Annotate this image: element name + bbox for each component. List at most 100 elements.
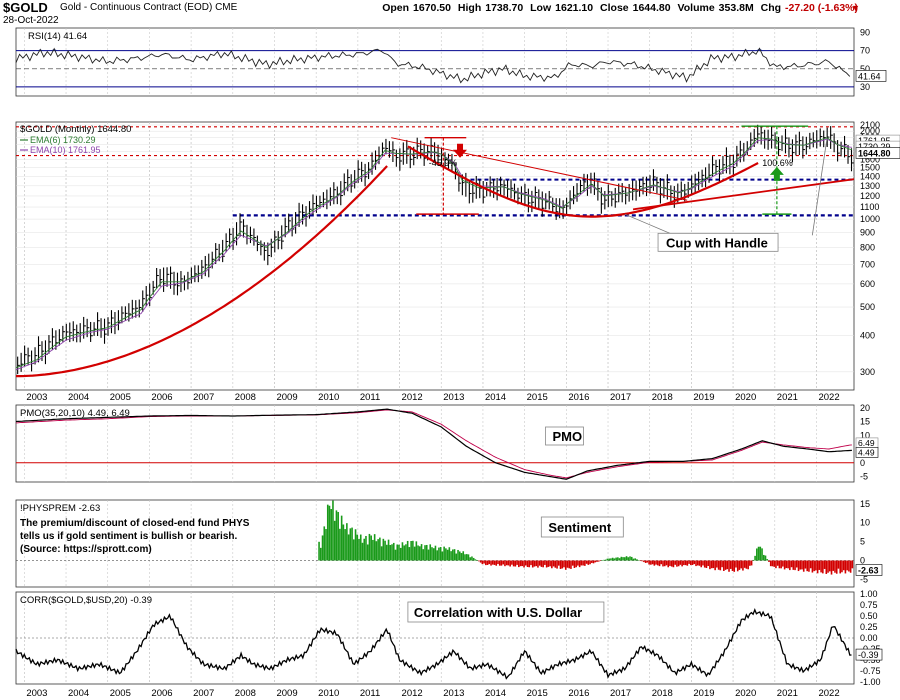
sentiment-bar (391, 544, 393, 561)
sentiment-bar (681, 560, 683, 567)
sentiment-bar (617, 557, 619, 561)
sentiment-bar (804, 560, 807, 569)
open-value: 1670.50 (413, 2, 451, 14)
sentiment-bar (669, 560, 671, 566)
sentiment-bar (568, 560, 571, 569)
pmo-value-box (855, 447, 879, 458)
year-tick-label: 2020 (735, 688, 756, 699)
sentiment-bar (432, 548, 435, 561)
year-tick-label: 2018 (652, 392, 673, 403)
ohlc-readout: Open 1670.50 High 1738.70 Low 1621.10 Close… (378, 2, 858, 14)
sentiment-bar (719, 560, 722, 571)
sentiment-bar (439, 547, 442, 561)
year-tick-label: 2004 (68, 688, 89, 699)
chart-date: 28-Oct-2022 (3, 15, 59, 26)
open-label: Open (382, 2, 410, 14)
sentiment-bar (578, 560, 581, 568)
sentiment-bar (448, 547, 451, 561)
sentiment-bar (472, 557, 475, 561)
sentiment-bar (563, 560, 565, 568)
sentiment-bar (408, 547, 411, 561)
sentiment-bar (757, 546, 760, 561)
sentiment-bar (799, 560, 802, 570)
sentiment-bar (530, 560, 532, 566)
rsi-y-tick-label: 30 (860, 82, 870, 92)
price-y-tick-label: 300 (860, 367, 875, 377)
sentiment-bar (815, 560, 817, 571)
sentiment-bar (809, 560, 812, 569)
sentiment-bar (537, 560, 539, 568)
sentiment-bar (712, 560, 715, 569)
price-y-tick-label: 600 (860, 279, 875, 289)
sentiment-bar (405, 544, 407, 561)
price-y-tick-label: 1200 (860, 191, 880, 201)
sentiment-bar (651, 560, 654, 565)
sentiment-bar (839, 560, 842, 574)
rsi-panel-frame (15, 27, 855, 97)
sentiment-bar (709, 560, 711, 570)
sentiment-bar (458, 551, 461, 561)
sentiment-bar (726, 560, 729, 570)
sentiment-bar (663, 560, 666, 567)
sentiment-bar (802, 560, 805, 572)
sentiment-bar (413, 546, 416, 561)
sentiment-bar (394, 549, 397, 561)
sentiment-bar (782, 560, 784, 567)
sentiment-bar (420, 544, 423, 561)
sentiment-bar (735, 560, 737, 568)
sentiment-bar (620, 556, 623, 561)
sentiment-bar (431, 547, 433, 561)
sentiment-bar (761, 548, 763, 561)
sentiment-bar (714, 560, 716, 571)
pmo-y-tick-label: 20 (860, 403, 870, 413)
rising-trendline (632, 178, 855, 211)
sentiment-bar (495, 560, 498, 566)
sentiment-bar (356, 534, 359, 561)
sentiment-bar (585, 560, 588, 564)
sentiment-bar (827, 560, 829, 573)
sentiment-y-tick-label: 15 (860, 499, 870, 509)
sentiment-bar (441, 551, 444, 561)
year-tick-label: 2018 (652, 688, 673, 699)
sentiment-bar (488, 560, 491, 565)
ema6-legend-label: EMA(6) 1730.29 (30, 135, 96, 145)
sentiment-bar (483, 560, 485, 564)
sentiment-bar (611, 557, 614, 561)
sentiment-bar (643, 560, 645, 563)
sentiment-bar (693, 560, 696, 565)
sentiment-bar (677, 560, 680, 567)
sentiment-bar (832, 560, 835, 571)
year-tick-label: 2019 (693, 392, 714, 403)
year-tick-label: 2016 (568, 688, 589, 699)
corr-y-tick-label: 0.75 (860, 600, 878, 610)
sentiment-bar (790, 560, 793, 568)
pmo-label-box (545, 426, 584, 446)
sentiment-bar (775, 560, 777, 569)
sentiment-bar (504, 560, 506, 567)
sentiment-bar (344, 529, 346, 561)
year-tick-label: 2022 (818, 392, 839, 403)
sentiment-bar (696, 560, 699, 566)
sentiment-bar (653, 560, 656, 566)
sentiment-bar (564, 560, 567, 570)
sentiment-bar (528, 560, 531, 568)
sentiment-bar (531, 560, 534, 568)
sentiment-bar (849, 560, 852, 573)
sentiment-bar (601, 560, 604, 561)
rsi-y-tick-label: 50 (860, 64, 870, 74)
sentiment-bar (380, 546, 383, 561)
sentiment-bar (551, 560, 553, 569)
sentiment-bar (396, 544, 399, 561)
sentiment-bar (570, 560, 572, 569)
sentiment-bar (507, 560, 510, 566)
sentiment-bar (684, 560, 687, 566)
sentiment-bar (556, 560, 558, 569)
cup-handle-box (657, 232, 779, 252)
sentiment-bar (818, 560, 821, 570)
sentiment-bar (332, 500, 334, 561)
up-arrow-icon (769, 166, 784, 181)
sentiment-bar (347, 534, 350, 561)
sentiment-bar (571, 560, 574, 566)
corr-y-tick-label: 1.00 (860, 589, 878, 599)
corr-title: CORR($GOLD,$USD,20) -0.39 (20, 595, 152, 606)
